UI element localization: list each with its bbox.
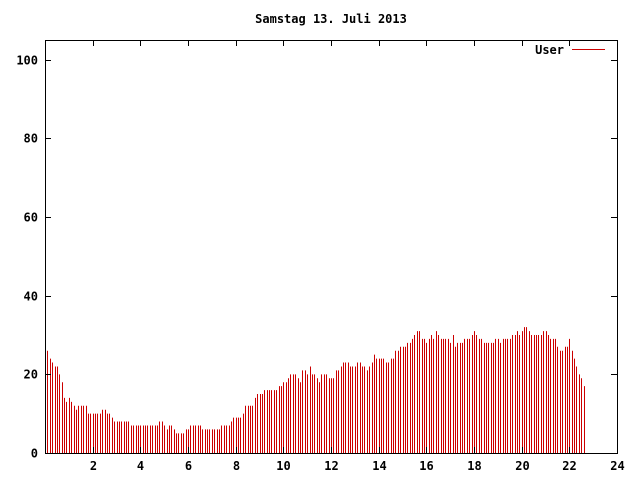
y-tick-label: 20 <box>24 368 38 382</box>
chart-title: Samstag 13. Juli 2013 <box>255 12 407 26</box>
y-tick-label: 60 <box>24 211 38 225</box>
y-tick-label: 40 <box>24 290 38 304</box>
y-tick-label: 100 <box>16 54 38 68</box>
x-tick-label: 10 <box>276 459 290 473</box>
x-tick-label: 18 <box>467 459 481 473</box>
legend-label: User <box>535 43 564 57</box>
x-tick-label: 14 <box>372 459 386 473</box>
y-tick-label: 0 <box>31 447 38 461</box>
x-tick-label: 12 <box>324 459 338 473</box>
x-tick-label: 4 <box>137 459 144 473</box>
x-tick-label: 6 <box>185 459 192 473</box>
bars-layer <box>45 327 585 453</box>
x-tick-label: 24 <box>610 459 624 473</box>
x-tick-label: 20 <box>515 459 529 473</box>
x-tick-label: 8 <box>233 459 240 473</box>
x-tick-label: 22 <box>562 459 576 473</box>
x-tick-label: 2 <box>90 459 97 473</box>
y-tick-label: 80 <box>24 132 38 146</box>
x-tick-label: 16 <box>419 459 433 473</box>
